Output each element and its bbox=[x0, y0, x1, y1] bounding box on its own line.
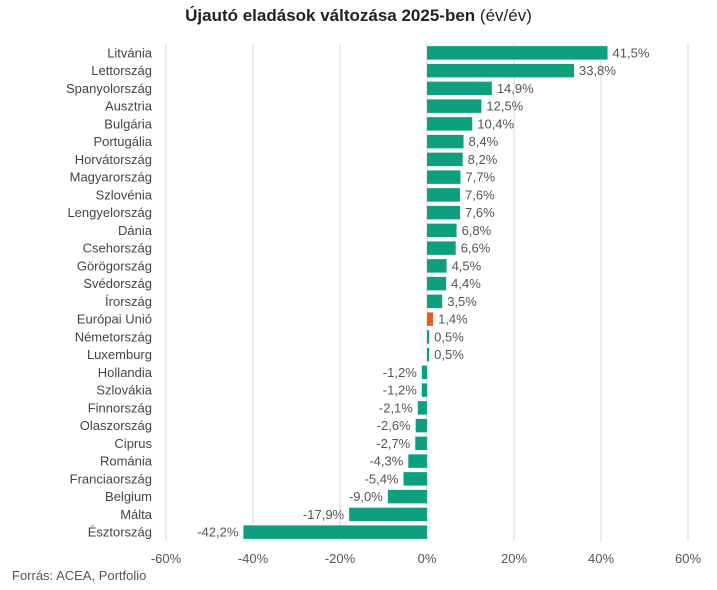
category-label: Hollandia bbox=[98, 365, 153, 380]
category-label: Franciaország bbox=[70, 471, 152, 486]
data-label: -5,4% bbox=[365, 471, 399, 486]
data-label: 1,4% bbox=[438, 312, 468, 327]
data-label: 10,4% bbox=[477, 116, 514, 131]
category-label: Észtország bbox=[88, 525, 152, 540]
bar bbox=[427, 241, 456, 255]
x-tick-label: -60% bbox=[151, 551, 182, 566]
source-note: Forrás: ACEA, Portfolio bbox=[12, 568, 147, 583]
bar bbox=[349, 507, 427, 522]
bar bbox=[427, 99, 482, 113]
bar bbox=[427, 312, 434, 326]
bars bbox=[243, 46, 608, 539]
x-tick-label: 40% bbox=[588, 551, 614, 566]
bar bbox=[427, 223, 457, 238]
category-label: Ciprus bbox=[114, 436, 152, 451]
bar bbox=[415, 418, 427, 433]
data-label: -4,3% bbox=[369, 454, 403, 469]
data-label: 4,5% bbox=[452, 258, 482, 273]
bar bbox=[427, 117, 473, 131]
bar bbox=[427, 205, 461, 220]
bar bbox=[421, 383, 427, 397]
category-label: Németország bbox=[75, 329, 152, 344]
category-label: Luxemburg bbox=[87, 347, 152, 362]
data-label: 6,6% bbox=[461, 241, 491, 256]
data-label: -1,2% bbox=[383, 383, 417, 398]
category-label: Csehország bbox=[83, 241, 152, 256]
category-label: Bulgária bbox=[104, 116, 152, 131]
labels: -60% -40% -20% 0% 20% 40% 60% Litvánia 41,5% Lett… bbox=[66, 45, 701, 566]
x-tick-label: 20% bbox=[501, 551, 527, 566]
data-label: -2,7% bbox=[376, 436, 410, 451]
data-label: 3,5% bbox=[447, 294, 477, 309]
bar bbox=[427, 259, 447, 273]
x-tick-label: 60% bbox=[675, 551, 701, 566]
bar bbox=[427, 188, 461, 202]
grid-lines bbox=[165, 44, 689, 541]
bar bbox=[427, 152, 463, 167]
bar bbox=[415, 436, 427, 451]
data-label: 12,5% bbox=[486, 99, 523, 114]
x-tick-label: 0% bbox=[418, 551, 437, 566]
category-label: Ausztria bbox=[105, 99, 153, 114]
category-label: Belgium bbox=[105, 489, 152, 504]
data-label: 4,4% bbox=[451, 276, 481, 291]
x-tick-label: -20% bbox=[325, 551, 356, 566]
data-label: 0,5% bbox=[434, 329, 464, 344]
bar bbox=[427, 46, 608, 60]
category-label: Portugália bbox=[93, 134, 152, 149]
bar bbox=[427, 63, 575, 78]
data-label: 7,7% bbox=[465, 170, 495, 185]
bar bbox=[427, 134, 464, 149]
bar bbox=[427, 330, 430, 344]
category-label: Szlovénia bbox=[96, 187, 153, 202]
bar bbox=[403, 472, 427, 486]
category-label: Szlovákia bbox=[96, 383, 152, 398]
chart-title-suffix: (év/év) bbox=[479, 6, 532, 25]
category-label: Románia bbox=[100, 454, 153, 469]
bar bbox=[427, 347, 430, 362]
data-label: 33,8% bbox=[579, 63, 616, 78]
data-label: -1,2% bbox=[383, 365, 417, 380]
category-label: Málta bbox=[120, 507, 153, 522]
data-label: 14,9% bbox=[497, 81, 534, 96]
data-label: -17,9% bbox=[303, 507, 345, 522]
category-label: Olaszország bbox=[80, 418, 152, 433]
category-label: Görögország bbox=[77, 258, 152, 273]
data-label: 41,5% bbox=[613, 45, 650, 60]
bar bbox=[427, 276, 447, 291]
category-label: Spanyolország bbox=[66, 81, 152, 96]
data-label: 0,5% bbox=[434, 347, 464, 362]
category-label: Lettország bbox=[91, 63, 152, 78]
category-label: Lengyelország bbox=[67, 205, 152, 220]
bar bbox=[417, 401, 427, 415]
category-label: Írország bbox=[105, 294, 152, 309]
category-label: Finnország bbox=[88, 400, 152, 415]
bar bbox=[408, 454, 427, 468]
category-label: Litvánia bbox=[107, 45, 153, 60]
chart-title-main: Újautó eladások változása 2025-ben bbox=[185, 6, 476, 25]
data-label: -42,2% bbox=[197, 525, 239, 540]
chart-title: Újautó eladások változása 2025-ben (év/é… bbox=[0, 6, 717, 26]
category-label: Horvátország bbox=[75, 152, 152, 167]
data-label: 7,6% bbox=[465, 205, 495, 220]
bar bbox=[427, 294, 443, 309]
data-label: 8,4% bbox=[469, 134, 499, 149]
bar bbox=[387, 489, 427, 504]
category-label: Magyarország bbox=[70, 170, 152, 185]
bar bbox=[427, 81, 492, 96]
category-label: Svédország bbox=[83, 276, 152, 291]
bar bbox=[427, 170, 461, 184]
data-label: -2,6% bbox=[377, 418, 411, 433]
data-label: -9,0% bbox=[349, 489, 383, 504]
data-label: 6,8% bbox=[462, 223, 492, 238]
category-label: Dánia bbox=[118, 223, 153, 238]
bar bbox=[421, 365, 427, 380]
x-tick-label: -40% bbox=[238, 551, 269, 566]
bar bbox=[243, 525, 427, 539]
category-label: Európai Unió bbox=[77, 312, 152, 327]
data-label: 7,6% bbox=[465, 187, 495, 202]
data-label: 8,2% bbox=[468, 152, 498, 167]
data-label: -2,1% bbox=[379, 400, 413, 415]
